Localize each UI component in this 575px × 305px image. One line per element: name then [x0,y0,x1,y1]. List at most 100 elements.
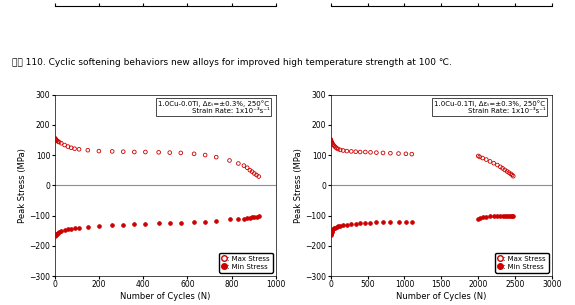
Point [504,213,513,218]
Point [247,169,256,174]
Point [60,227,69,232]
Point [250,171,259,176]
Point [67,226,76,231]
Point [254,214,263,219]
Point [327,139,336,144]
Point [326,137,335,142]
Point [328,142,338,147]
Point [50,234,59,239]
Point [401,219,411,224]
Point [108,149,117,154]
Point [329,144,339,149]
Point [254,174,263,179]
Point [154,150,163,155]
Point [327,230,336,235]
Point [201,219,210,224]
X-axis label: Number of Cycles (N): Number of Cycles (N) [396,292,486,301]
Point [67,145,76,150]
Point [386,219,395,224]
Point [334,224,343,229]
Point [326,138,335,143]
Point [52,138,62,143]
Point [327,231,336,235]
Point [328,141,337,146]
Point [361,149,370,154]
Point [347,149,356,154]
Point [243,216,252,221]
Text: 그림 110. Cyclic softening behaviors new alloys for improved high temperature stre: 그림 110. Cyclic softening behaviors new a… [12,58,451,67]
Point [130,149,139,154]
Point [508,213,517,218]
Point [60,143,69,148]
Point [334,147,343,152]
Point [407,219,416,224]
Point [55,140,64,145]
Point [506,171,515,176]
Point [51,233,60,238]
Point [52,138,61,142]
Point [165,150,174,155]
Point [190,220,199,224]
Point [503,169,512,174]
Point [331,225,340,230]
Point [70,225,79,230]
Text: 1.0Cu-0.1Ti, Δεₜ=±0.3%, 250°C
Strain Rate: 1x10⁻³s⁻¹: 1.0Cu-0.1Ti, Δεₜ=±0.3%, 250°C Strain Rat… [434,100,545,114]
Point [482,157,491,162]
Point [252,173,261,178]
Point [336,147,345,152]
Point [327,229,336,234]
Point [63,227,72,231]
Point [327,138,336,143]
Point [504,170,513,175]
Point [508,173,517,178]
Point [372,150,381,155]
Point [252,214,261,219]
Point [130,221,139,226]
Point [70,146,79,151]
Point [500,213,509,218]
Point [247,215,256,220]
Point [351,149,361,154]
Point [401,151,411,156]
Point [141,149,150,154]
Point [498,166,507,171]
Point [190,151,199,156]
Point [212,155,221,160]
Text: 1.0Cu-0.0Ti, Δεₜ=±0.3%, 250°C
Strain Rate: 1x10⁻³s⁻¹: 1.0Cu-0.0Ti, Δεₜ=±0.3%, 250°C Strain Rat… [158,100,269,114]
Point [50,136,59,141]
Point [394,219,403,224]
Point [327,140,336,145]
Point [326,231,335,236]
Point [57,228,66,233]
Point [83,148,93,152]
Point [165,221,174,225]
Point [509,174,518,179]
Point [74,147,83,152]
Point [478,156,487,160]
Point [489,214,499,218]
Point [176,220,185,225]
X-axis label: Number of Cycles (N): Number of Cycles (N) [120,292,210,301]
Point [94,223,103,228]
Point [478,215,487,220]
Point [496,164,505,169]
Point [51,136,60,141]
Point [394,151,403,156]
Point [407,152,416,156]
Point [108,223,117,228]
Point [51,137,60,142]
Legend: : Max Stress, : Min Stress: : Max Stress, : Min Stress [220,253,273,273]
Point [482,214,491,219]
Point [336,223,345,228]
Point [500,167,509,172]
Point [154,221,163,226]
Point [94,149,103,153]
Point [328,227,338,231]
Point [503,213,512,218]
Point [489,161,499,166]
Point [329,226,339,231]
Point [225,217,234,222]
Point [63,144,72,149]
Point [51,232,60,237]
Point [201,152,210,157]
